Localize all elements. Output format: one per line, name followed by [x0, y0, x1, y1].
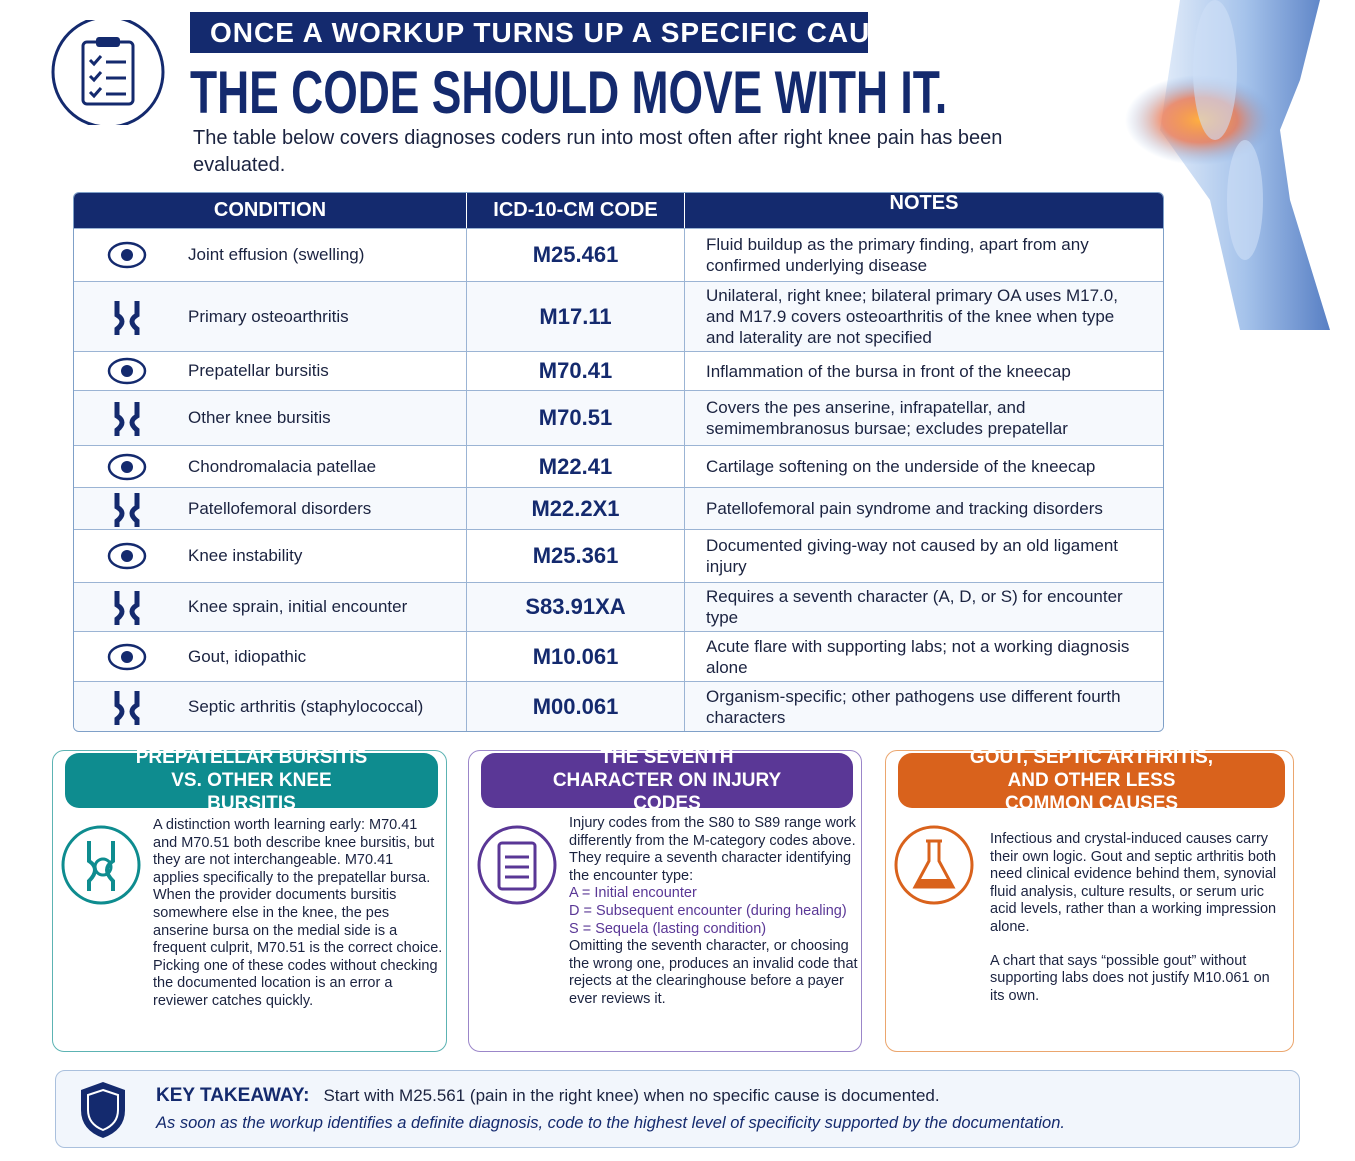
icd-code: S83.91XA — [467, 583, 685, 631]
condition: Other knee bursitis — [188, 408, 331, 427]
table-header: CONDITION ICD-10-CM CODE NOTES — [74, 193, 1163, 228]
knee-illustration — [1125, 0, 1330, 330]
condition-cell: Prepatellar bursitis — [74, 352, 467, 390]
list-item: A = Initial encounter — [569, 885, 697, 902]
condition-cell: Knee sprain, initial encounter — [74, 583, 467, 631]
panel-text: Infectious and crystal-induced causes ca… — [990, 831, 1288, 1013]
icd-code: M70.51 — [467, 391, 685, 445]
diagnosis-table: CONDITION ICD-10-CM CODE NOTES Joint eff… — [73, 192, 1164, 732]
paragraph: A chart that says “possible gout” withou… — [990, 952, 1270, 1004]
icd-code: M00.061 — [467, 682, 685, 731]
icd-code: M25.361 — [467, 530, 685, 582]
notes: Covers the pes anserine, infrapatellar, … — [706, 398, 1068, 438]
title: THE CODE SHOULD MOVE WITH IT. — [190, 59, 948, 126]
condition-icon — [107, 357, 147, 385]
condition: Patellofemoral disorders — [188, 498, 372, 518]
condition: Joint effusion (swelling) — [188, 245, 365, 264]
condition: Knee sprain, initial encounter — [188, 597, 408, 616]
table-row: Other knee bursitis M70.51 Covers the pes … — [74, 390, 1163, 445]
condition: Chondromalacia patellae — [188, 456, 377, 476]
condition: Prepatellar bursitis — [188, 361, 329, 380]
panel-text: Injury codes from the S80 to S89 range w… — [569, 815, 859, 1009]
list-item: S = Sequela (lasting condition) — [569, 920, 767, 937]
table-row: Knee sprain, initial encounter S83.91XA Re… — [74, 582, 1163, 631]
condition-cell: Septic arthritis (staphylococcal) — [74, 682, 467, 731]
table-row: Septic arthritis (staphylococcal) M00.061… — [74, 681, 1163, 731]
panel-text: A distinction worth learning early: M70.… — [153, 817, 443, 1019]
panel: THE SEVENTH CHARACTER ON INJURY CODES In… — [468, 747, 862, 1052]
panel-icon — [894, 825, 974, 905]
table-row: Chondromalacia patellae M22.41 Cartilage s… — [74, 445, 1163, 487]
condition-icon — [107, 453, 147, 480]
condition-icon — [114, 300, 140, 335]
notes: Acute flare with supporting labs; not a … — [706, 636, 1130, 677]
table-row: Prepatellar bursitis M70.41 Inflammation o… — [74, 351, 1163, 390]
icd-code: M22.41 — [467, 446, 685, 487]
condition-cell: Other knee bursitis — [74, 391, 467, 445]
condition-cell: Chondromalacia patellae — [74, 446, 467, 487]
panel-icon — [477, 825, 557, 905]
panel-icon — [61, 825, 141, 905]
condition-icon — [114, 690, 140, 725]
condition-cell: Gout, idiopathic — [74, 632, 467, 681]
condition-icon — [107, 643, 147, 670]
table-row: Knee instability M25.361 Documented giving… — [74, 529, 1163, 582]
panel-title: THE SEVENTH CHARACTER ON INJURY CODES — [481, 747, 853, 814]
column-header: NOTES — [889, 192, 959, 214]
kicker: ONCE A WORKUP TURNS UP A SPECIFIC CAUSE, — [190, 12, 868, 53]
notes: Requires a seventh character (A, D, or S… — [706, 587, 1123, 627]
notes: Patellofemoral pain syndrome and trackin… — [706, 499, 1103, 518]
condition-cell: Knee instability — [74, 530, 467, 582]
panel: GOUT, SEPTIC ARTHRITIS, AND OTHER LESS C… — [885, 747, 1294, 1052]
table-row: Joint effusion (swelling) M25.461 Fluid bu… — [74, 228, 1163, 281]
paragraph: Infectious and crystal-induced causes ca… — [990, 831, 1277, 935]
condition: Primary osteoarthritis — [188, 306, 349, 326]
list-item: D = Subsequent encounter (during healing… — [569, 902, 847, 919]
paragraph: Injury codes from the S80 to S89 range w… — [569, 815, 856, 884]
intro: The table below covers diagnoses coders … — [193, 127, 1003, 176]
condition-icon — [114, 591, 140, 625]
condition: Knee instability — [188, 546, 303, 565]
condition: Septic arthritis (staphylococcal) — [188, 696, 424, 716]
notes: Cartilage softening on the underside of … — [706, 457, 1096, 476]
panel: PREPATELLAR BURSITIS VS. OTHER KNEE BURS… — [52, 747, 447, 1052]
table-row: Gout, idiopathic M10.061 Acute flare with … — [74, 631, 1163, 681]
shield-icon — [81, 1082, 125, 1138]
icd-code: M22.2X1 — [467, 488, 685, 529]
condition-cell: Primary osteoarthritis — [74, 282, 467, 351]
condition: Gout, idiopathic — [188, 646, 307, 666]
takeaway-text: Start with M25.561 (pain in the right kn… — [323, 1086, 940, 1105]
condition-cell: Patellofemoral disorders — [74, 488, 467, 529]
key-takeaway: KEY TAKEAWAY: Start with M25.561 (pain in… — [55, 1070, 1300, 1148]
notes: Organism-specific; other pathogens use d… — [706, 686, 1121, 727]
panel-title: PREPATELLAR BURSITIS VS. OTHER KNEE BURS… — [65, 747, 438, 814]
icd-code: M25.461 — [467, 229, 685, 281]
icd-code: M10.061 — [467, 632, 685, 681]
column-header: CONDITION — [74, 193, 467, 228]
condition-icon — [107, 241, 147, 269]
takeaway-detail: As soon as the workup identifies a defin… — [156, 1114, 1065, 1132]
notes: Documented giving-way not caused by an o… — [706, 536, 1119, 576]
icd-code: M70.41 — [467, 352, 685, 390]
condition-cell: Joint effusion (swelling) — [74, 229, 467, 281]
notes: Inflammation of the bursa in front of th… — [706, 361, 1071, 381]
panel-title: GOUT, SEPTIC ARTHRITIS, AND OTHER LESS C… — [898, 747, 1285, 814]
notes: Unilateral, right knee; bilateral primar… — [706, 286, 1118, 347]
notes: Fluid buildup as the primary finding, ap… — [706, 235, 1089, 275]
table-row: Patellofemoral disorders M22.2X1 Patellofe… — [74, 487, 1163, 529]
condition-icon — [114, 492, 140, 527]
clipboard-icon — [51, 20, 165, 125]
icd-code: M17.11 — [467, 282, 685, 351]
condition-icon — [114, 402, 140, 436]
takeaway-line: KEY TAKEAWAY: Start with M25.561 (pain in… — [156, 1085, 940, 1107]
column-header: ICD-10-CM CODE — [467, 193, 685, 228]
paragraph: A distinction worth learning early: M70.… — [153, 817, 443, 1009]
takeaway-label: KEY TAKEAWAY: — [156, 1085, 310, 1106]
condition-icon — [107, 542, 147, 570]
paragraph: Omitting the seventh character, or choos… — [569, 938, 858, 1007]
table-row: Primary osteoarthritis M17.11 Unilateral, … — [74, 281, 1163, 351]
